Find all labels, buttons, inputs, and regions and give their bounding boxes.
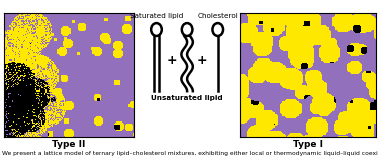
Text: Type I: Type I bbox=[293, 140, 323, 149]
Text: We present a lattice model of ternary lipid–cholesterol mixtures, exhibiting eit: We present a lattice model of ternary li… bbox=[2, 151, 378, 156]
Text: Saturated lipid: Saturated lipid bbox=[130, 13, 183, 19]
Text: Unsaturated lipid: Unsaturated lipid bbox=[151, 95, 223, 101]
Text: +: + bbox=[166, 54, 177, 67]
Text: Type II: Type II bbox=[52, 140, 86, 149]
Text: +: + bbox=[197, 54, 208, 67]
Text: Cholesterol: Cholesterol bbox=[197, 13, 238, 19]
